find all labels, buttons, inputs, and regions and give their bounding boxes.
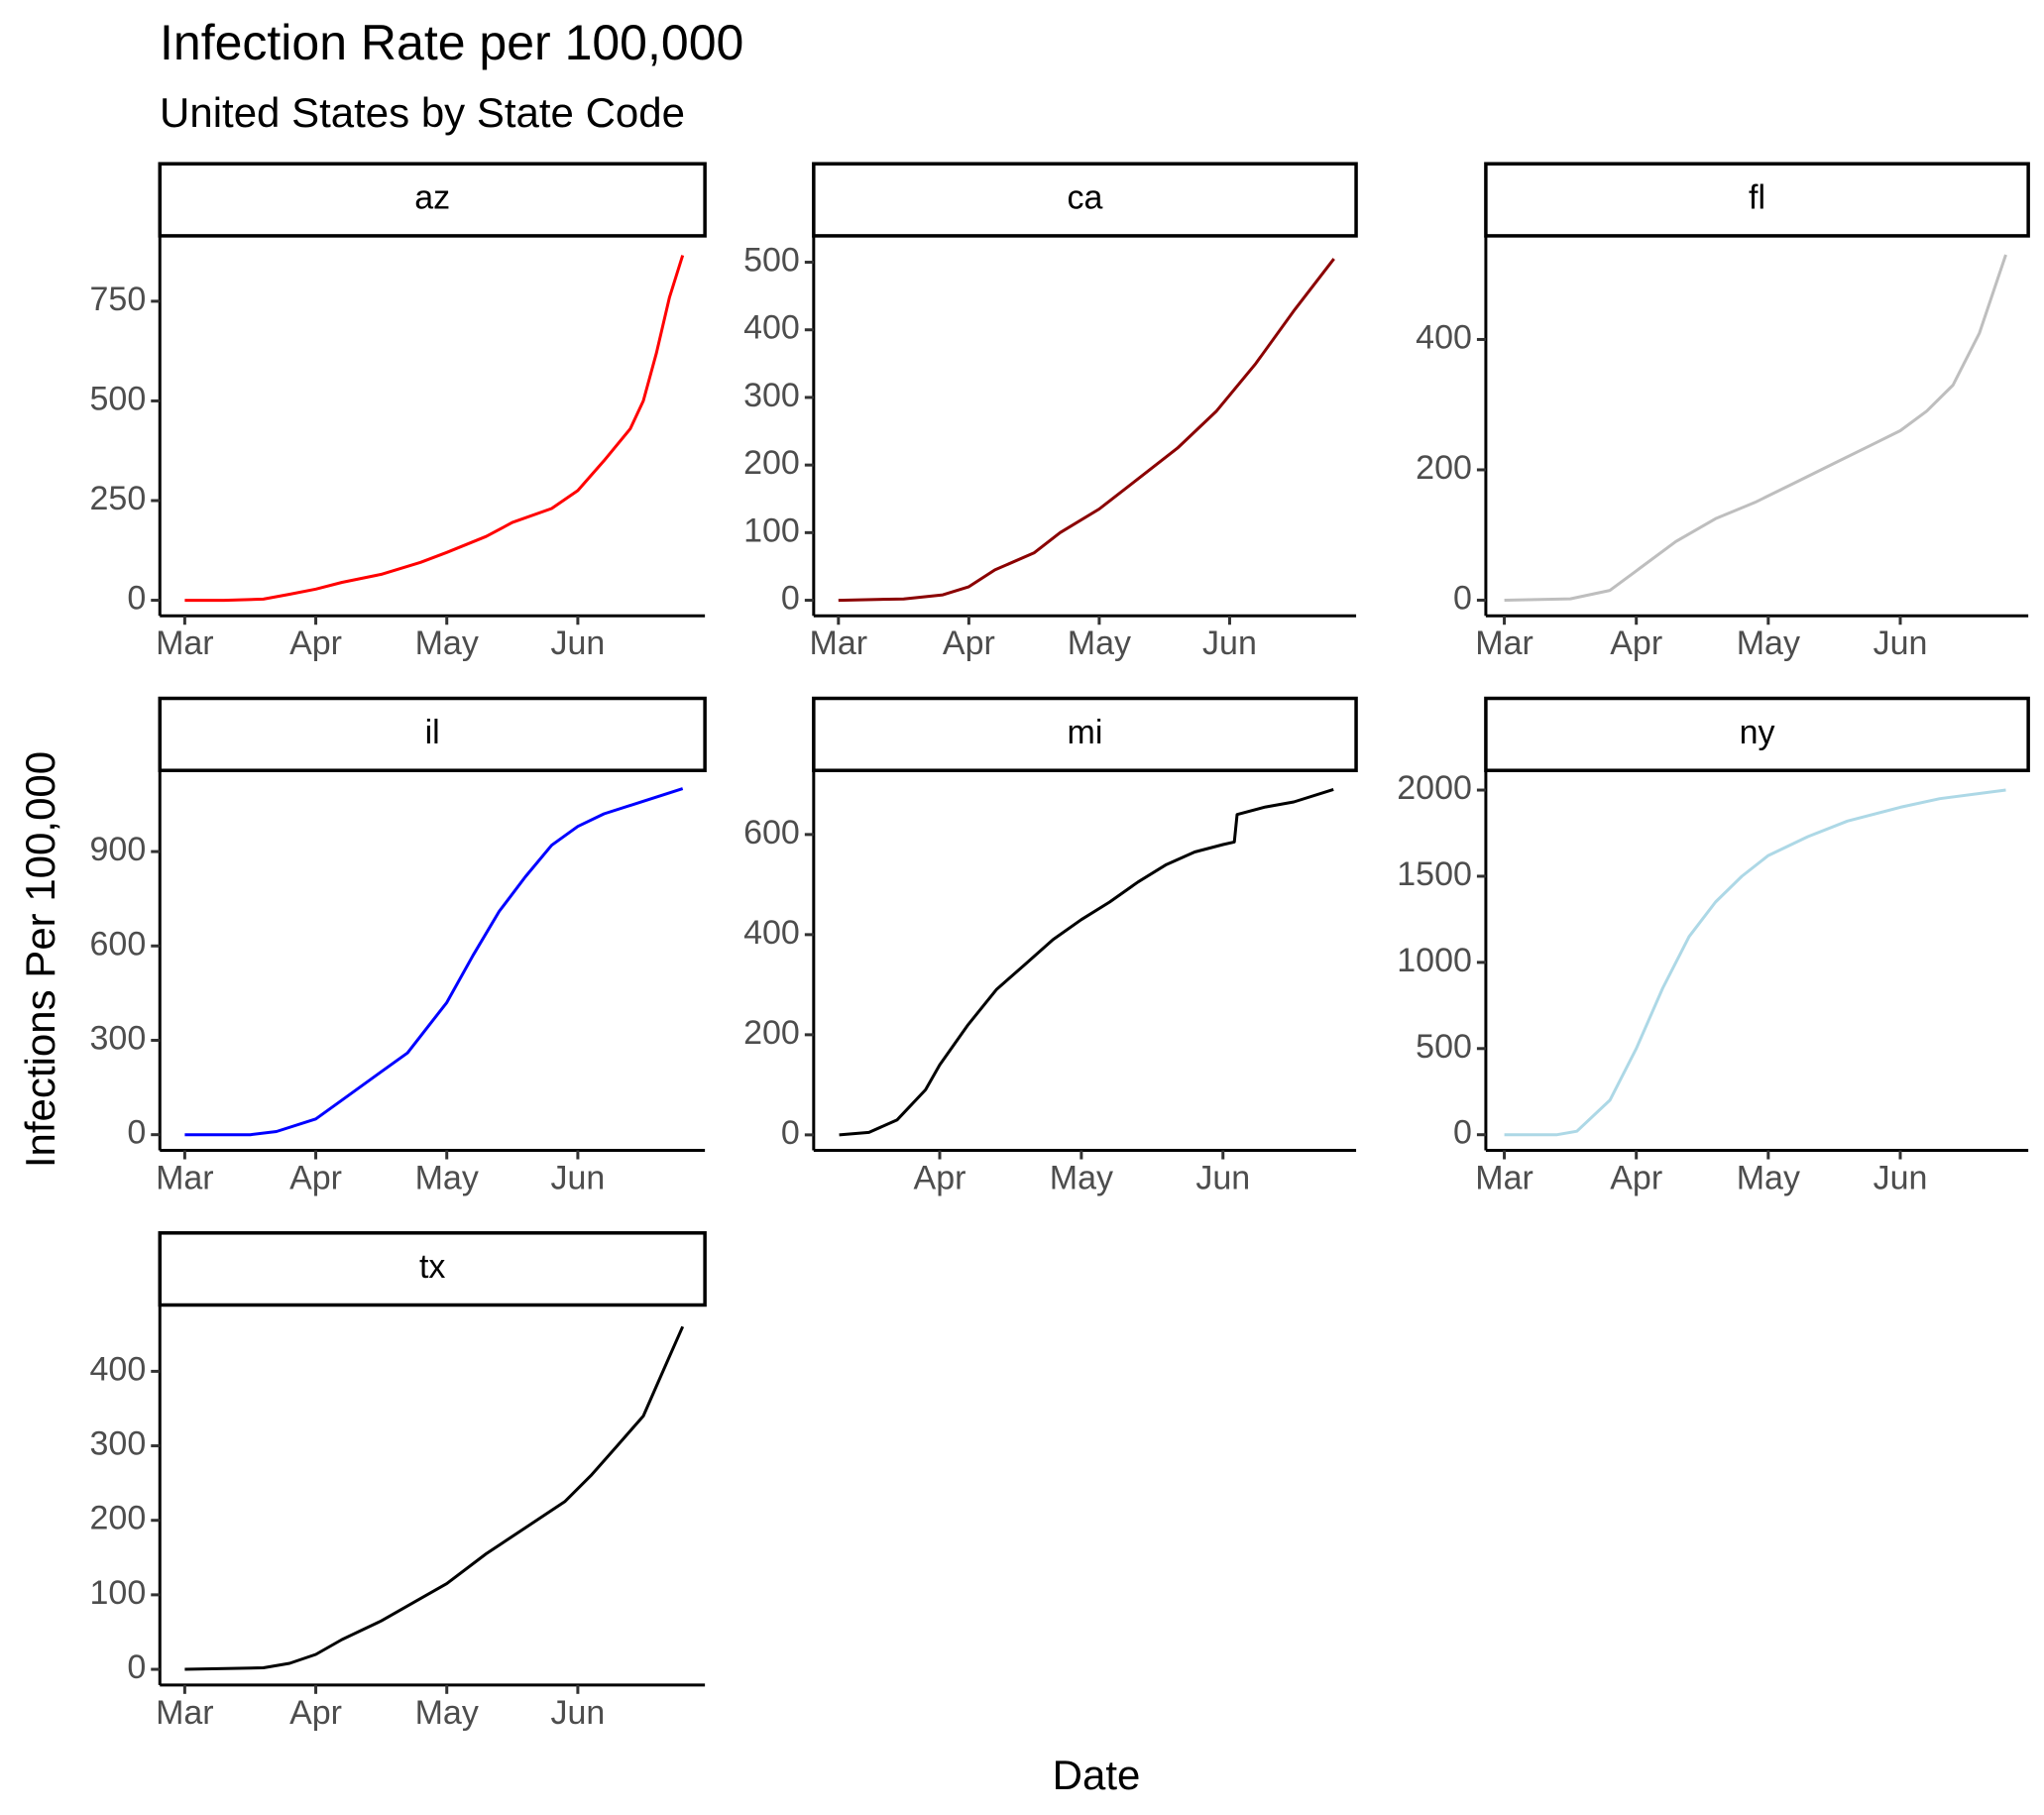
x-tick-label: Apr — [1610, 624, 1662, 662]
data-line — [1504, 254, 2007, 602]
x-tick-label: Jun — [1874, 624, 1928, 662]
y-tick-label: 200 — [743, 1014, 800, 1052]
data-line — [839, 787, 1334, 1137]
y-tick-label: 1500 — [1397, 855, 1472, 893]
y-axis-title: Infections Per 100,000 — [17, 751, 63, 1168]
chart-subtitle: United States by State Code — [160, 89, 685, 136]
x-tick-label: May — [1050, 1160, 1113, 1197]
facet-label: az — [414, 179, 450, 217]
y-tick-label: 250 — [90, 480, 147, 517]
y-tick-label: 400 — [743, 309, 800, 347]
facet-label: ca — [1067, 179, 1102, 217]
y-tick-label: 0 — [127, 1114, 146, 1152]
x-tick-label: Mar — [156, 1160, 214, 1197]
data-line — [184, 787, 684, 1137]
x-tick-label: Mar — [1475, 624, 1533, 662]
y-tick-label: 0 — [1453, 579, 1472, 617]
y-tick-label: 1000 — [1397, 942, 1472, 979]
y-tick-label: 600 — [743, 814, 800, 851]
facet-strip — [158, 162, 707, 238]
x-tick-label: Apr — [1610, 1160, 1662, 1197]
y-tick-label: 2000 — [1397, 769, 1472, 807]
x-tick-label: Jun — [1874, 1160, 1928, 1197]
y-tick-label: 600 — [90, 925, 147, 963]
facet-label: fl — [1749, 179, 1765, 217]
x-tick-label: Jun — [1195, 1160, 1250, 1197]
facet-label: mi — [1068, 714, 1103, 751]
data-line — [1504, 788, 2006, 1137]
y-tick-label: 300 — [743, 377, 800, 414]
x-tick-label: May — [415, 624, 479, 662]
y-tick-label: 400 — [1416, 318, 1472, 356]
x-tick-label: Apr — [943, 624, 995, 662]
y-tick-label: 900 — [90, 831, 147, 868]
y-tick-label: 300 — [90, 1019, 147, 1057]
x-tick-label: Jun — [550, 624, 605, 662]
x-tick-label: Apr — [289, 624, 342, 662]
x-tick-label: Mar — [156, 624, 214, 662]
y-tick-label: 750 — [90, 281, 147, 318]
facet-label: tx — [419, 1248, 445, 1286]
y-tick-label: 200 — [1416, 449, 1472, 487]
y-tick-label: 200 — [90, 1500, 147, 1537]
y-tick-label: 300 — [90, 1425, 147, 1463]
y-tick-label: 100 — [90, 1574, 147, 1612]
data-line — [184, 1325, 685, 1671]
x-tick-label: Mar — [156, 1694, 214, 1732]
data-line — [184, 255, 685, 603]
y-tick-label: 0 — [781, 1114, 800, 1152]
x-tick-label: May — [1737, 624, 1800, 662]
facet-strip — [158, 696, 707, 772]
y-tick-label: 400 — [743, 914, 800, 952]
x-tick-label: May — [415, 1694, 479, 1732]
x-tick-label: Jun — [550, 1160, 605, 1197]
y-tick-label: 500 — [1416, 1028, 1472, 1066]
data-line — [838, 258, 1335, 603]
facet-label: il — [425, 714, 440, 751]
x-tick-label: Mar — [810, 624, 868, 662]
y-tick-label: 400 — [90, 1350, 147, 1388]
facet-strip — [812, 696, 1358, 772]
x-tick-label: May — [1068, 624, 1131, 662]
y-tick-label: 100 — [743, 511, 800, 549]
x-tick-label: May — [415, 1160, 479, 1197]
y-tick-label: 500 — [743, 242, 800, 280]
facet-strip — [158, 1231, 707, 1307]
chart-title: Infection Rate per 100,000 — [160, 15, 743, 70]
x-tick-label: Apr — [914, 1160, 966, 1197]
y-tick-label: 500 — [90, 380, 147, 417]
x-tick-label: Mar — [1475, 1160, 1533, 1197]
y-tick-label: 0 — [127, 580, 146, 618]
facet-strip — [812, 162, 1358, 238]
y-tick-label: 0 — [1453, 1114, 1472, 1152]
x-tick-label: Jun — [550, 1694, 605, 1732]
x-tick-label: Apr — [289, 1694, 342, 1732]
x-axis-title: Date — [1053, 1752, 1141, 1798]
x-tick-label: Apr — [289, 1160, 342, 1197]
y-tick-label: 0 — [781, 580, 800, 618]
y-tick-label: 200 — [743, 444, 800, 482]
x-tick-label: Jun — [1202, 624, 1257, 662]
y-tick-label: 0 — [127, 1648, 146, 1686]
facet-label: ny — [1740, 714, 1775, 751]
facet-strip — [1484, 696, 2030, 772]
facet-strip — [1484, 162, 2030, 238]
x-tick-label: May — [1737, 1160, 1800, 1197]
